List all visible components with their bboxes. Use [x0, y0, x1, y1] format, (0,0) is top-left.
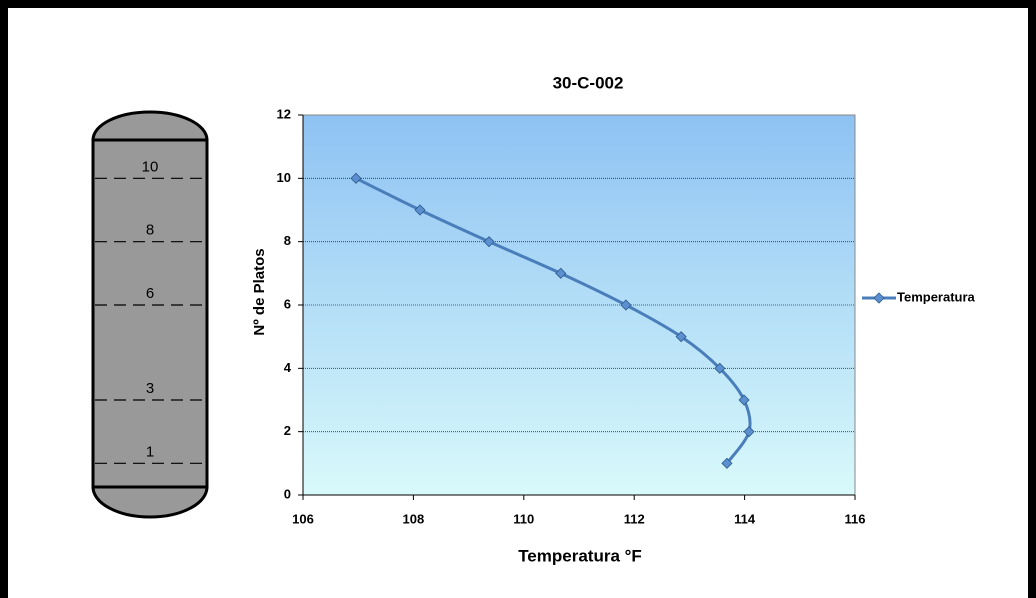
- x-tick-label: 116: [845, 511, 866, 526]
- stage-label: 10: [142, 158, 159, 175]
- marker: [738, 394, 750, 406]
- x-axis-label: Temperatura °F: [518, 546, 642, 565]
- x-tick-label: 106: [292, 511, 314, 526]
- y-tick-label: 10: [277, 170, 291, 185]
- y-tick-label: 2: [284, 423, 291, 438]
- marker: [483, 236, 495, 248]
- x-tick-label: 108: [403, 511, 425, 526]
- x-tick-label: 112: [624, 511, 645, 526]
- y-axis-label: Nº de Platos: [251, 248, 268, 335]
- stage-label: 8: [146, 222, 154, 239]
- y-tick-label: 4: [284, 360, 292, 375]
- x-tick-label: 110: [513, 511, 534, 526]
- legend-label: Temperatura: [897, 289, 976, 304]
- marker: [743, 426, 755, 438]
- column-top-cap: [91, 110, 209, 142]
- column-body: [91, 138, 209, 489]
- marker: [721, 457, 733, 469]
- column-bottom-cap: [91, 485, 209, 519]
- column-diagram: 10 8 6 3 1: [91, 110, 209, 519]
- marker: [555, 267, 567, 279]
- y-tick-label: 6: [284, 296, 291, 311]
- y-tick-label: 8: [284, 233, 291, 248]
- marker: [873, 292, 885, 304]
- marker: [714, 362, 726, 374]
- y-tick-label: 12: [277, 106, 291, 121]
- chart-title: 30-C-002: [553, 73, 624, 92]
- marker: [675, 331, 687, 343]
- y-tick-label: 0: [284, 486, 291, 501]
- stage-label: 6: [146, 285, 154, 302]
- series-line: [355, 176, 752, 465]
- x-tick-label: 114: [734, 511, 756, 526]
- marker: [350, 172, 362, 184]
- stage-label: 1: [146, 443, 154, 460]
- marker: [620, 299, 632, 311]
- marker: [414, 204, 426, 216]
- stage-label: 3: [146, 380, 154, 397]
